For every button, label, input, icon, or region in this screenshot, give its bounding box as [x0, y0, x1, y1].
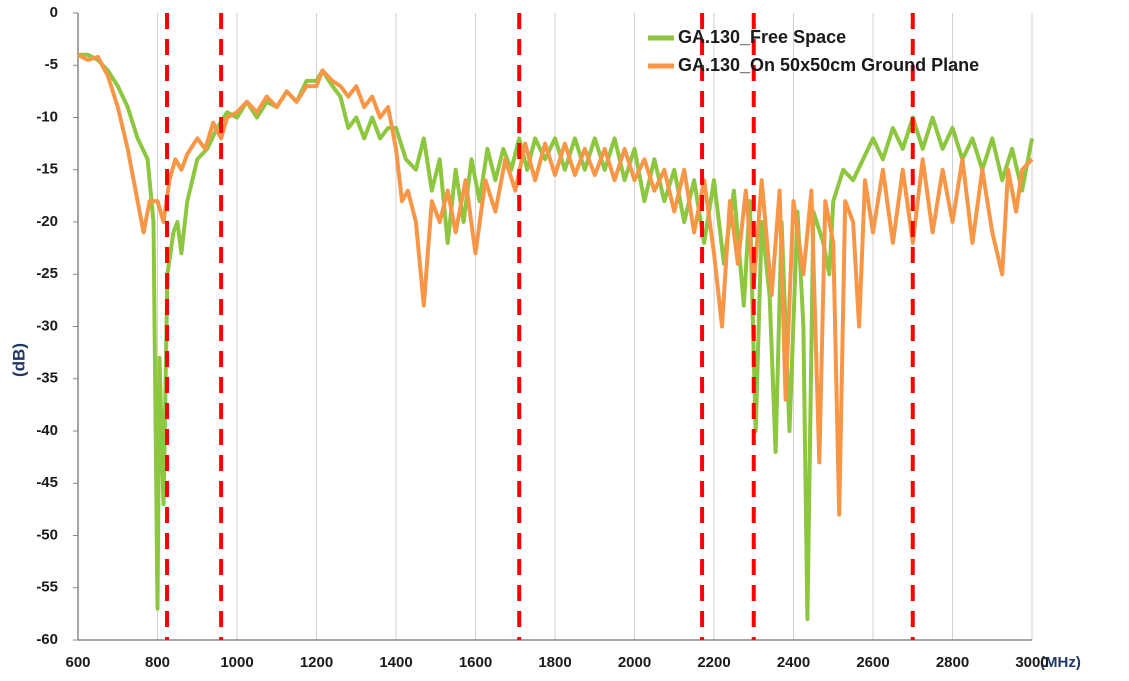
y-tick-label: 0 — [50, 4, 58, 21]
x-tick-label: 1800 — [538, 654, 571, 671]
y-tick-label: -45 — [36, 474, 58, 491]
x-tick-label: 2000 — [618, 654, 651, 671]
x-tick-label: 2600 — [856, 654, 889, 671]
y-tick-label: -35 — [36, 370, 58, 387]
x-axis-label: (MHz) — [1040, 654, 1081, 671]
x-tick-label: 2800 — [936, 654, 969, 671]
x-tick-label: 1000 — [220, 654, 253, 671]
x-tick-label: 1600 — [459, 654, 492, 671]
y-tick-label: -5 — [45, 56, 58, 73]
y-tick-label: -25 — [36, 265, 58, 282]
y-tick-label: -30 — [36, 317, 58, 334]
legend-label: GA.130_Free Space — [678, 27, 846, 47]
y-tick-label: -55 — [36, 579, 58, 596]
series-line — [78, 52, 1034, 622]
x-tick-label: 600 — [65, 654, 90, 671]
y-tick-label: -10 — [36, 108, 58, 125]
legend-label: GA.130_On 50x50cm Ground Plane — [678, 55, 979, 75]
y-tick-label: -50 — [36, 526, 58, 543]
y-tick-label: -60 — [36, 631, 58, 648]
y-axis-label: (dB) — [9, 343, 28, 377]
x-tick-label: 2400 — [777, 654, 810, 671]
x-tick-label: 3000 — [1015, 654, 1048, 671]
y-tick-label: -20 — [36, 213, 58, 230]
x-tick-label: 800 — [145, 654, 170, 671]
x-tick-label: 1400 — [379, 654, 412, 671]
y-tick-label: -15 — [36, 161, 58, 178]
x-tick-label: 2200 — [697, 654, 730, 671]
x-tick-label: 1200 — [300, 654, 333, 671]
y-tick-label: -40 — [36, 422, 58, 439]
